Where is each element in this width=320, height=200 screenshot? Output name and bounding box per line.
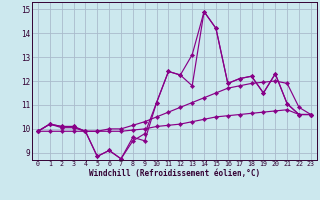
X-axis label: Windchill (Refroidissement éolien,°C): Windchill (Refroidissement éolien,°C) xyxy=(89,169,260,178)
